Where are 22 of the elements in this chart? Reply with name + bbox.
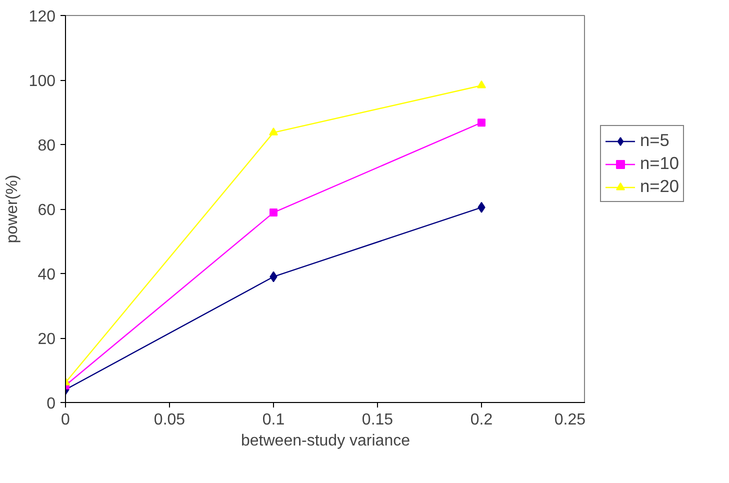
y-tick-label: 120 bbox=[28, 8, 56, 26]
y-tick-label: 80 bbox=[38, 138, 56, 154]
legend-label: n=5 bbox=[640, 130, 670, 151]
legend-label: n=10 bbox=[640, 153, 680, 174]
x-axis-title: between-study variance bbox=[241, 432, 410, 450]
point bbox=[477, 80, 486, 88]
x-tick-label: 0.15 bbox=[362, 412, 394, 428]
x-tick-label: 0.05 bbox=[154, 412, 186, 428]
y-tick-label: 100 bbox=[28, 73, 56, 90]
y-axis-title: power(%) bbox=[4, 174, 21, 244]
y-tick-label: 20 bbox=[38, 331, 56, 348]
y-tick-label: 40 bbox=[38, 266, 56, 284]
x-tick-label: 0 bbox=[61, 412, 70, 428]
point bbox=[269, 127, 278, 136]
x-tick-label: 0.2 bbox=[470, 412, 493, 428]
x-tick-label: 0.1 bbox=[262, 412, 285, 428]
legend-label: n=20 bbox=[640, 176, 680, 197]
point bbox=[478, 118, 486, 127]
y-tick-label: 60 bbox=[38, 202, 56, 219]
x-tick-label: 0.25 bbox=[554, 412, 586, 428]
y-tick-label: 0 bbox=[46, 396, 56, 412]
point bbox=[270, 208, 278, 217]
